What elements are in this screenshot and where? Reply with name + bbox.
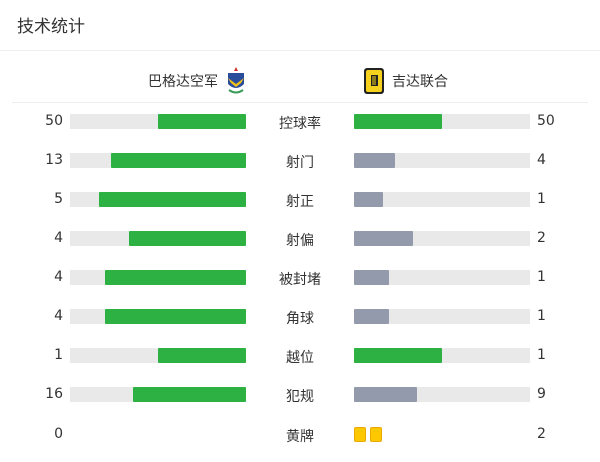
home-bar-track xyxy=(70,153,246,168)
stat-label: 角球 xyxy=(286,311,314,327)
divider xyxy=(12,102,588,103)
stat-row-yellow-cards: 0 黄牌 2 xyxy=(0,426,600,445)
stat-label: 越位 xyxy=(286,350,314,366)
stat-row: 4 射偏 2 xyxy=(0,230,600,249)
home-bar-fill xyxy=(105,270,246,285)
away-value: 4 xyxy=(537,152,546,168)
stat-row: 1 越位 1 xyxy=(0,347,600,366)
away-bar-fill xyxy=(354,309,390,324)
away-bar-track xyxy=(354,348,530,363)
stat-row: 5 射正 1 xyxy=(0,191,600,210)
home-bar-fill xyxy=(158,348,246,363)
away-value: 9 xyxy=(537,386,546,402)
home-bar-fill xyxy=(128,231,246,246)
stat-row: 4 被封堵 1 xyxy=(0,269,600,288)
home-bar-track xyxy=(70,270,246,285)
away-value: 2 xyxy=(537,426,546,442)
stat-row: 13 射门 4 xyxy=(0,152,600,171)
away-value: 1 xyxy=(537,308,546,324)
away-bar-track xyxy=(354,387,530,402)
away-bar-track xyxy=(354,270,530,285)
home-bar-track xyxy=(70,348,246,363)
away-value: 1 xyxy=(537,347,546,363)
home-bar-track xyxy=(70,114,246,129)
home-bar-fill xyxy=(158,114,246,129)
away-bar-fill xyxy=(354,348,442,363)
away-bar-fill xyxy=(354,192,384,207)
home-value: 16 xyxy=(45,386,63,402)
home-bar-track xyxy=(70,387,246,402)
away-bar-track xyxy=(354,309,530,324)
section-title: 技术统计 xyxy=(17,17,85,37)
away-team-name: 吉达联合 xyxy=(392,74,448,90)
home-value: 4 xyxy=(54,308,63,324)
away-value: 50 xyxy=(537,113,555,129)
stat-label: 被封堵 xyxy=(279,272,321,288)
home-team-name: 巴格达空军 xyxy=(148,74,218,90)
away-bar-fill xyxy=(354,114,442,129)
away-bar-track xyxy=(354,114,530,129)
home-team-logo-icon xyxy=(228,67,244,94)
home-bar-track xyxy=(70,231,246,246)
home-value: 50 xyxy=(45,113,63,129)
stat-row: 16 犯规 9 xyxy=(0,386,600,405)
home-value: 4 xyxy=(54,230,63,246)
home-value: 13 xyxy=(45,152,63,168)
stat-label: 控球率 xyxy=(279,116,321,132)
home-value: 4 xyxy=(54,269,63,285)
stat-label: 射门 xyxy=(286,155,314,171)
stat-label: 射正 xyxy=(286,194,314,210)
home-bar-fill xyxy=(99,192,246,207)
away-bar-track xyxy=(354,231,530,246)
home-team: 巴格达空军 xyxy=(148,66,248,96)
away-value: 1 xyxy=(537,191,546,207)
stat-label: 射偏 xyxy=(286,233,314,249)
away-team: 吉达联合 xyxy=(362,66,448,96)
away-bar-fill xyxy=(354,153,396,168)
away-value: 1 xyxy=(537,269,546,285)
home-value: 0 xyxy=(54,426,63,442)
home-bar-track xyxy=(70,309,246,324)
away-team-logo-icon xyxy=(364,68,384,94)
away-bar-fill xyxy=(354,270,390,285)
away-bar-fill xyxy=(354,387,418,402)
home-value: 1 xyxy=(54,347,63,363)
divider xyxy=(0,50,600,51)
away-bar-track xyxy=(354,192,530,207)
stat-label: 犯规 xyxy=(286,389,314,405)
home-bar-fill xyxy=(133,387,246,402)
home-bar-fill xyxy=(111,153,246,168)
stat-label: 黄牌 xyxy=(286,429,314,445)
home-bar-fill xyxy=(105,309,246,324)
away-bar-fill xyxy=(354,231,413,246)
home-value: 5 xyxy=(54,191,63,207)
home-bar-track xyxy=(70,192,246,207)
yellow-card-icon xyxy=(370,427,382,442)
yellow-card-icon xyxy=(354,427,366,442)
stat-row: 50 控球率 50 xyxy=(0,113,600,132)
away-bar-track xyxy=(354,153,530,168)
away-value: 2 xyxy=(537,230,546,246)
stat-row: 4 角球 1 xyxy=(0,308,600,327)
away-yellow-cards xyxy=(354,427,382,442)
